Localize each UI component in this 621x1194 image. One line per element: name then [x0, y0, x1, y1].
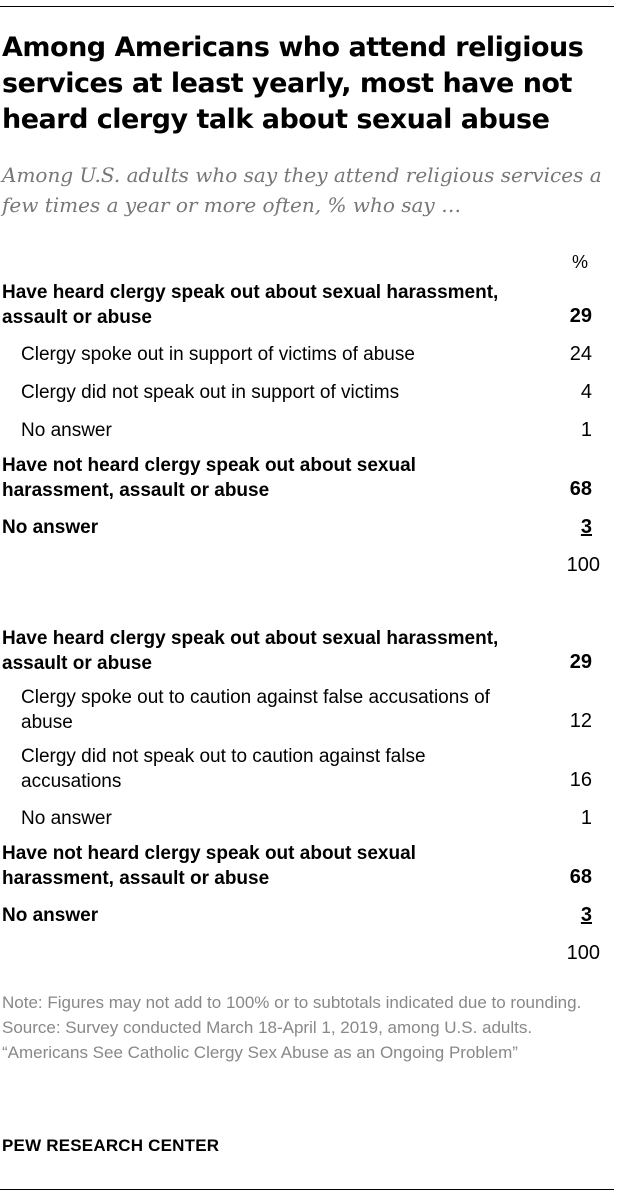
row-label: Have not heard clergy speak out about se…	[2, 843, 416, 889]
row-label: Have heard clergy speak out about sexual…	[2, 282, 499, 328]
row-value: 68	[569, 866, 592, 888]
row-value: 24	[569, 343, 592, 365]
organization-logo-text: PEW RESEARCH CENTER	[2, 1136, 220, 1155]
row-value: 29	[569, 305, 592, 327]
row-label: Clergy did not speak out in support of v…	[21, 382, 400, 403]
chart-notes: Note: Figures may not add to 100% or to …	[2, 990, 612, 1065]
row-label: Have not heard clergy speak out about se…	[2, 455, 416, 501]
percent-column-header: %	[571, 252, 588, 272]
chart-subtitle: Among U.S. adults who say they attend re…	[2, 163, 602, 217]
row-label: Have heard clergy speak out about sexual…	[2, 628, 499, 674]
row-value: 12	[569, 710, 592, 732]
total-value: 100	[566, 554, 600, 576]
row-label: No answer	[2, 517, 99, 538]
row-value: 16	[569, 769, 592, 791]
row-value: 3	[580, 516, 592, 538]
row-value: 1	[580, 419, 592, 441]
row-label: No answer	[2, 905, 99, 926]
row-label: Clergy spoke out to caution against fals…	[21, 687, 490, 733]
report-title: “Americans See Catholic Clergy Sex Abuse…	[2, 1043, 518, 1062]
row-value: 68	[569, 478, 592, 500]
row-value: 4	[580, 381, 592, 403]
row-label: Clergy spoke out in support of victims o…	[21, 344, 415, 365]
row-value: 3	[580, 904, 592, 926]
row-label: No answer	[21, 808, 112, 829]
row-value: 29	[569, 651, 592, 673]
chart-title: Among Americans who attend religious ser…	[2, 32, 584, 135]
row-label: No answer	[21, 420, 112, 441]
source-text: Source: Survey conducted March 18-April …	[2, 1018, 533, 1037]
top-rule	[0, 6, 614, 7]
bottom-rule	[0, 1189, 614, 1190]
row-value: 1	[580, 807, 592, 829]
note-text: Note: Figures may not add to 100% or to …	[2, 993, 582, 1012]
row-label: Clergy did not speak out to caution agai…	[21, 746, 426, 792]
total-value: 100	[566, 942, 600, 964]
